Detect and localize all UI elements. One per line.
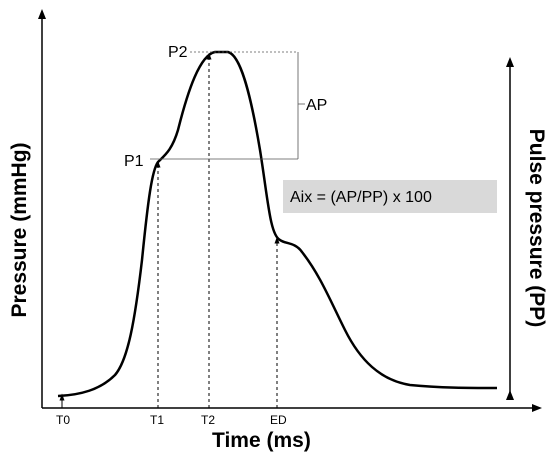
ap-label: AP: [306, 97, 327, 114]
formula-text: Aix = (AP/PP) x 100: [290, 189, 432, 206]
tick-t0: T0: [56, 413, 70, 427]
formula-box: [283, 180, 497, 213]
y-axis-title: Pressure (mmHg): [8, 142, 31, 317]
tick-t1: T1: [150, 413, 164, 427]
pressure-waveform: [57, 50, 498, 398]
x-axis-title: Time (ms): [212, 429, 311, 452]
right-axis-title: Pulse pressure (PP): [525, 129, 548, 327]
tick-ed: ED: [270, 413, 287, 427]
tick-t2: T2: [201, 413, 215, 427]
p2-label: P2: [168, 44, 188, 61]
p1-label: P1: [124, 153, 144, 170]
